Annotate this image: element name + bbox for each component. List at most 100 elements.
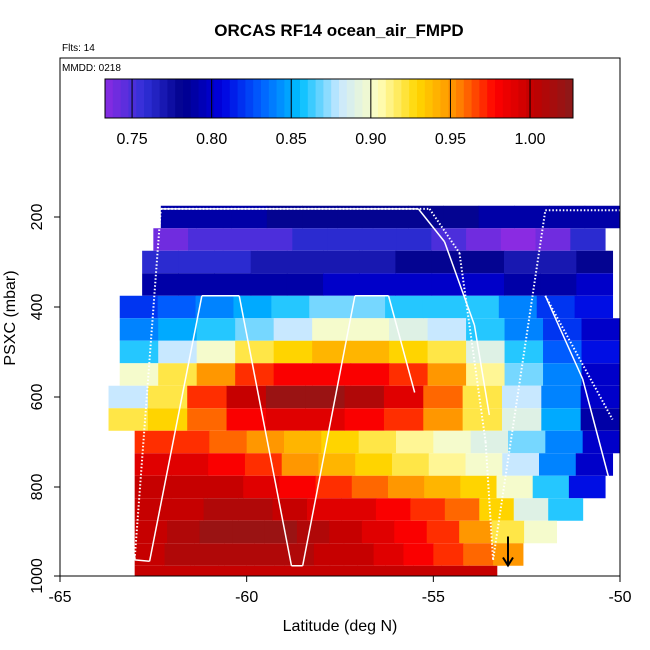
- colorbar-swatch: [518, 79, 527, 118]
- y-axis: 200 400 600 800 1000: [29, 58, 61, 594]
- colorbar-tick-label: 0.80: [196, 131, 227, 148]
- heatmap-cell: [284, 430, 322, 454]
- heatmap-cell: [203, 498, 239, 521]
- heatmap-cell: [196, 363, 236, 386]
- heatmap-cell: [540, 273, 577, 296]
- track-segment: [148, 295, 203, 562]
- heatmap-cell: [199, 520, 233, 544]
- heatmap-cell: [119, 295, 159, 319]
- heatmap-cell: [460, 475, 498, 499]
- heatmap-cell: [323, 273, 360, 296]
- heatmap-cell: [423, 385, 464, 409]
- heatmap-cell: [142, 273, 179, 296]
- colorbar-swatch: [151, 79, 161, 118]
- heatmap-cell: [467, 273, 505, 296]
- colorbar-swatch: [502, 79, 512, 118]
- heatmap-cell: [341, 498, 377, 521]
- heatmap-cell: [309, 295, 348, 319]
- heatmap-cell: [503, 273, 541, 296]
- colorbar-swatch: [214, 79, 223, 118]
- heatmap-cell: [396, 228, 432, 251]
- colorbar-swatch: [456, 79, 465, 118]
- colorbar-tick-label: 1.00: [514, 131, 545, 148]
- heatmap-cell: [543, 363, 583, 386]
- heatmap-cell: [467, 250, 505, 274]
- heatmap-cell: [584, 205, 621, 229]
- heatmap-cell: [119, 340, 159, 364]
- heatmap-cell: [284, 543, 315, 566]
- colorbar-swatch: [495, 79, 504, 118]
- track-segment-dotted: [492, 210, 547, 561]
- heatmap-cell: [502, 453, 540, 476]
- heatmap-cell: [209, 430, 248, 454]
- heatmap-cell: [580, 385, 621, 409]
- colorbar-swatch: [261, 79, 270, 118]
- heatmap-cell: [318, 453, 356, 476]
- heatmap-cell: [147, 408, 188, 431]
- heatmap-cell: [359, 250, 396, 274]
- heatmap-cell: [408, 205, 444, 229]
- heatmap-cell: [187, 408, 228, 431]
- colorbar-swatch: [307, 79, 317, 118]
- heatmap-cell: [279, 475, 317, 499]
- heatmap-cell: [465, 453, 503, 476]
- heatmap-cell: [178, 250, 216, 274]
- heatmap-cell: [214, 273, 252, 296]
- x-axis-label: Latitude (deg N): [283, 618, 398, 635]
- heatmap-cell: [403, 543, 434, 566]
- heatmap-cell: [329, 520, 363, 544]
- heatmap-cell: [549, 205, 586, 229]
- colorbar-swatch: [120, 79, 129, 118]
- heatmap-cell: [391, 453, 430, 476]
- colorbar-swatch: [370, 79, 379, 118]
- heatmap-cell: [344, 385, 385, 409]
- heatmap-cell: [427, 363, 467, 386]
- heatmap-cell: [433, 430, 472, 454]
- heatmap-cell: [431, 250, 469, 274]
- heatmap-cell: [257, 228, 293, 251]
- y-tick-label: 800: [29, 474, 46, 501]
- colorbar-swatch: [471, 79, 480, 118]
- heatmap-cell: [315, 475, 353, 499]
- colorbar-swatch: [292, 79, 301, 118]
- colorbar: 0.75 0.80 0.85 0.90 0.95 1.00: [104, 78, 574, 148]
- heatmap-cell: [395, 273, 433, 296]
- heatmap-cell: [301, 565, 331, 576]
- heatmap-cell: [157, 295, 197, 319]
- heatmap-cell: [306, 498, 342, 521]
- heatmap-cell: [372, 205, 409, 229]
- heatmap-cell: [273, 318, 313, 341]
- flight-track: [133, 207, 620, 568]
- heatmap-cell: [134, 520, 168, 544]
- heatmap-cell: [327, 228, 363, 251]
- heatmap-cell: [433, 543, 464, 566]
- heatmap-cell: [286, 273, 324, 296]
- heatmap-cell: [478, 205, 515, 229]
- colorbar-swatch: [541, 79, 551, 118]
- colorbar-swatch: [268, 79, 278, 118]
- track-segment-dotted: [458, 252, 487, 443]
- heatmap-cell: [532, 475, 570, 499]
- colorbar-tick-label: 0.85: [276, 131, 307, 148]
- colorbar-swatch: [565, 79, 574, 118]
- y-axis-label: PSXC (mbar): [2, 270, 19, 365]
- heatmap-cell: [427, 340, 467, 364]
- heatmap-cell: [337, 205, 374, 229]
- heatmap-cell: [343, 543, 375, 566]
- colorbar-swatch: [144, 79, 153, 118]
- heatmap-cell: [323, 250, 360, 274]
- heatmap-cell: [350, 363, 390, 386]
- heatmap-cell: [164, 543, 195, 566]
- heatmap-cell: [281, 453, 319, 476]
- heatmap-cell: [427, 318, 467, 341]
- heatmap-cell: [576, 250, 614, 274]
- heatmap-cell: [351, 475, 389, 499]
- heatmap-cell: [195, 295, 234, 319]
- heatmap-cell: [196, 205, 232, 229]
- heatmap-cell: [581, 318, 621, 341]
- track-segment: [238, 295, 293, 566]
- colorbar-tick-label: 0.90: [355, 131, 386, 148]
- heatmap-cell: [119, 318, 159, 341]
- heatmap-cell: [540, 250, 577, 274]
- heatmap-cell: [581, 340, 621, 364]
